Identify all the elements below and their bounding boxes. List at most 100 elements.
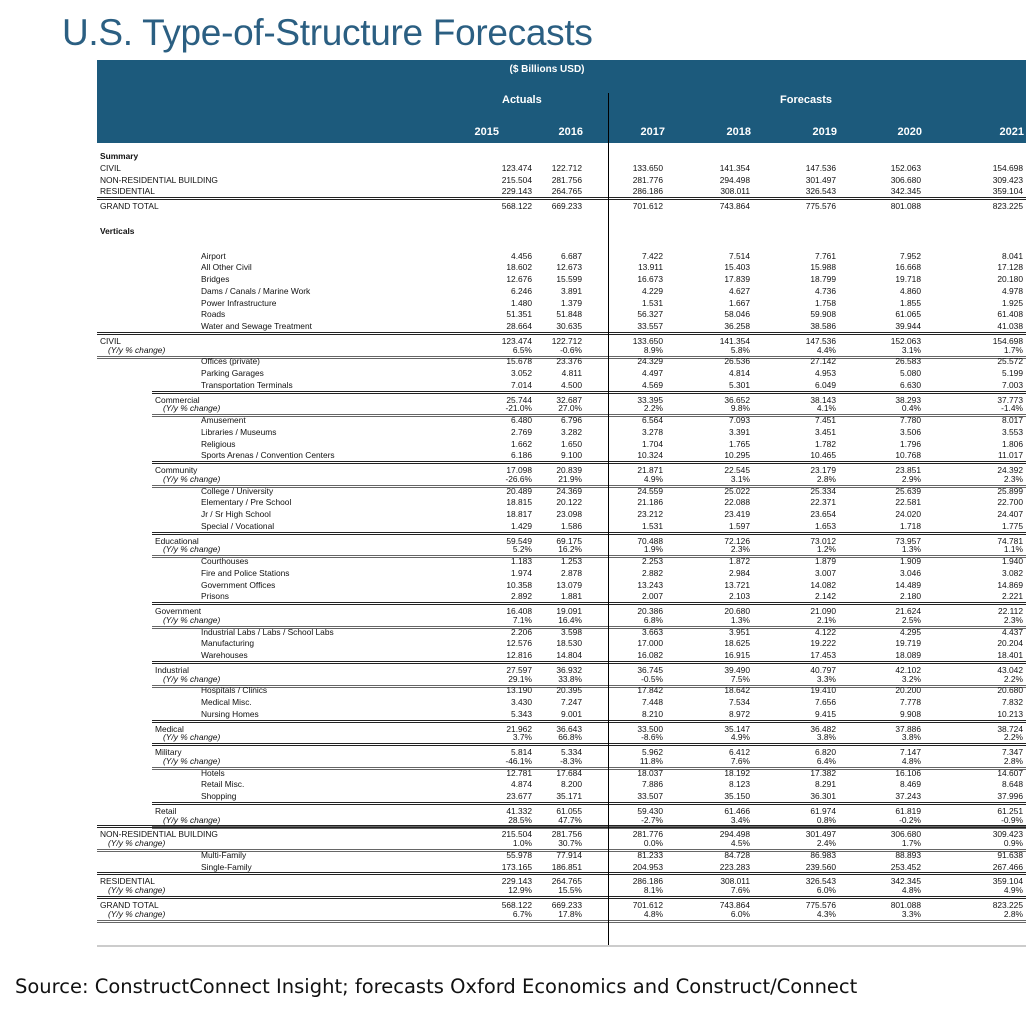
value-cell-2020: 4.295: [900, 626, 921, 637]
value-cell-2021: 14.607: [997, 767, 1023, 778]
value-cell-2016: 8.200: [561, 779, 582, 790]
value-cell-2015: 21.962: [506, 723, 532, 734]
value-cell-2015: 215.504: [501, 174, 532, 185]
table-row: GRAND TOTAL 568.122 669.233 701.612 743.864 7…: [97, 197, 1026, 212]
value-cell-2017: 33.500: [637, 723, 663, 734]
value-cell-2015: 12.781: [506, 767, 532, 778]
row-label: (Y/y % change): [163, 732, 221, 743]
value-cell-2018: 743.864: [719, 899, 750, 910]
value-cell-2020: 88.893: [895, 849, 921, 860]
value-cell-2021: 2.221: [1002, 591, 1023, 602]
value-cell-2016: 12.673: [556, 262, 582, 273]
value-cell-2017: 23.212: [637, 509, 663, 519]
value-cell-2019: 0.8%: [816, 814, 836, 825]
value-cell-2019: 2.4%: [816, 838, 836, 848]
table-header: ($ Billions USD) Actuals Forecasts 2015 …: [97, 60, 1026, 143]
value-cell-2016: 16.2%: [558, 544, 582, 555]
value-cell-2020: 7.952: [900, 250, 921, 261]
value-cell-2015: 17.098: [506, 465, 532, 475]
value-cell-2017: 3.663: [642, 626, 663, 637]
value-cell-2015: 2.769: [511, 426, 532, 437]
table-row: Airport 4.456 6.687 7.422 7.514 7.761 7.952 8.0…: [97, 250, 1026, 262]
row-label: RESIDENTIAL: [100, 876, 155, 887]
value-cell-2015: 3.7%: [512, 732, 532, 743]
table-row: Bridges 12.676 15.599 16.673 17.839 18.799 19.…: [97, 273, 1026, 285]
row-label: Summary: [100, 151, 139, 161]
value-cell-2019: 4.122: [815, 626, 836, 637]
value-cell-2020: 22.581: [895, 497, 921, 508]
value-cell-2016: 281.756: [551, 829, 582, 840]
page-title: U.S. Type-of-Structure Forecasts: [62, 12, 593, 53]
value-cell-2015: 55.978: [506, 849, 532, 860]
value-cell-2015: 568.122: [501, 899, 532, 910]
value-cell-2020: 3.3%: [901, 908, 921, 919]
yoy-change-row: (Y/y % change) 29.1% 33.8% -0.5% 7.5% 3.3% 3.2…: [152, 673, 1026, 688]
value-cell-2019: 6.049: [815, 379, 836, 390]
value-cell-2020: 3.8%: [901, 732, 921, 743]
value-cell-2020: 7.147: [900, 747, 921, 757]
value-cell-2019: 1.653: [815, 520, 836, 531]
value-cell-2017: 3.278: [642, 426, 663, 437]
row-label: GRAND TOTAL: [100, 201, 159, 211]
yoy-change-row: (Y/y % change) -21.0% 27.0% 2.2% 9.8% 4.1% 0.4…: [152, 402, 1026, 418]
value-cell-2021: 74.781: [997, 535, 1023, 546]
value-cell-2021: 1.925: [1002, 297, 1023, 308]
value-cell-2020: 14.489: [895, 579, 921, 590]
value-cell-2021: 267.466: [992, 861, 1023, 872]
value-cell-2015: 28.664: [506, 321, 532, 331]
value-cell-2020: 37.886: [895, 723, 921, 734]
value-cell-2018: 17.839: [724, 274, 750, 284]
value-cell-2018: 7.534: [729, 697, 750, 707]
value-cell-2020: 306.680: [890, 174, 921, 185]
value-cell-2021: 359.104: [992, 876, 1023, 887]
row-label: Fire and Police Stations: [201, 567, 290, 578]
year-header: 2018: [726, 126, 751, 138]
value-cell-2017: 204.953: [632, 861, 663, 872]
value-cell-2017: 24.559: [637, 485, 663, 496]
value-cell-2015: 20.489: [506, 485, 532, 496]
value-cell-2019: 4.1%: [816, 403, 836, 414]
value-cell-2019: 17.453: [810, 650, 836, 660]
row-label: (Y/y % change): [163, 544, 221, 555]
row-label: Dams / Canals / Marine Work: [201, 285, 311, 296]
value-cell-2021: 20.180: [997, 274, 1023, 284]
row-label: Sports Arenas / Convention Centers: [201, 450, 335, 461]
value-cell-2019: 40.797: [810, 664, 836, 675]
value-cell-2019: 3.3%: [816, 673, 836, 684]
value-cell-2019: 4.4%: [816, 344, 836, 355]
value-cell-2018: 294.498: [719, 174, 750, 185]
value-cell-2015: 5.2%: [512, 544, 532, 555]
value-cell-2018: 4.814: [729, 368, 750, 378]
table-row: Roads 51.351 51.848 56.327 58.046 59.908 61.06…: [97, 308, 1026, 320]
value-cell-2017: 281.776: [632, 829, 663, 840]
value-cell-2020: 26.583: [895, 356, 921, 367]
row-label: Hotels: [201, 767, 225, 778]
value-cell-2019: 6.4%: [816, 755, 836, 766]
value-cell-2020: 253.452: [890, 861, 921, 872]
value-cell-2020: 39.944: [895, 321, 921, 331]
value-cell-2021: 1.775: [1002, 520, 1023, 531]
value-cell-2017: 21.871: [637, 465, 663, 475]
value-cell-2020: 152.063: [890, 335, 921, 346]
value-cell-2016: 23.098: [556, 509, 582, 519]
value-cell-2016: 669.233: [551, 201, 582, 211]
value-cell-2019: 4.3%: [816, 908, 836, 919]
value-cell-2021: 41.038: [997, 321, 1023, 331]
value-cell-2019: 19.410: [810, 685, 836, 696]
value-cell-2018: 23.419: [724, 509, 750, 519]
table-row: Power Infrastructure 1.480 1.379 1.531 1.667…: [97, 297, 1026, 309]
row-label: Libraries / Museums: [201, 426, 277, 437]
value-cell-2016: 264.765: [551, 186, 582, 197]
value-cell-2020: 3.1%: [901, 344, 921, 355]
value-cell-2020: 1.7%: [901, 838, 921, 848]
value-cell-2017: 21.186: [637, 497, 663, 508]
table-row: Dams / Canals / Marine Work 6.246 3.891 4.2…: [97, 285, 1026, 297]
table-row: Sports Arenas / Convention Centers 6.186 9…: [97, 449, 1026, 461]
value-cell-2016: 18.530: [556, 638, 582, 649]
value-cell-2020: 37.243: [895, 791, 921, 801]
year-header: 2019: [812, 126, 837, 138]
value-cell-2018: 35.147: [724, 723, 750, 734]
value-cell-2019: 9.415: [815, 708, 836, 719]
value-cell-2017: 17.000: [637, 638, 663, 649]
value-cell-2015: 12.676: [506, 274, 532, 284]
